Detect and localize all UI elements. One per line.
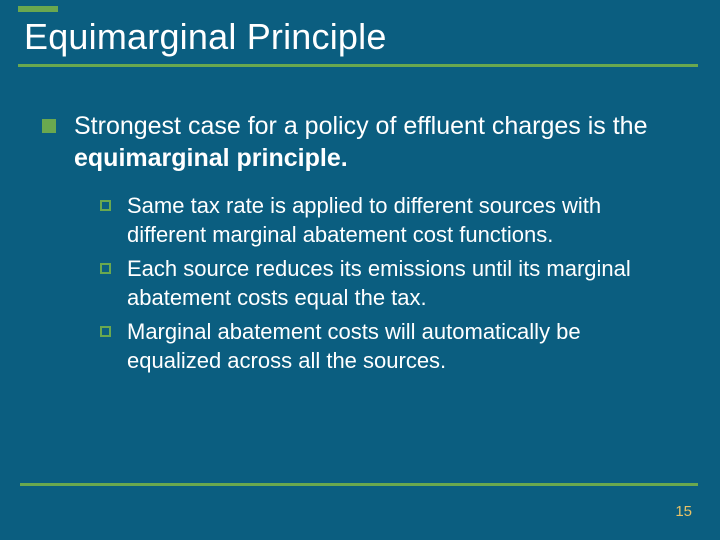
lvl1-text: Strongest case for a policy of effluent … <box>74 110 680 174</box>
square-bullet-icon <box>42 119 56 133</box>
page-number: 15 <box>675 503 692 520</box>
lvl1-bold: equimarginal principle. <box>74 144 348 172</box>
sub-list: Same tax rate is applied to different so… <box>100 192 680 376</box>
hollow-square-bullet-icon <box>100 263 111 274</box>
bullet-lvl1: Strongest case for a policy of effluent … <box>42 110 680 174</box>
title-region: Equimarginal Principle <box>18 6 698 67</box>
lvl1-prefix: Strongest case for a policy of effluent … <box>74 112 647 140</box>
lvl2-text: Each source reduces its emissions until … <box>127 255 680 312</box>
slide-title: Equimarginal Principle <box>18 12 698 64</box>
bullet-lvl2: Same tax rate is applied to different so… <box>100 192 680 249</box>
slide: Equimarginal Principle Strongest case fo… <box>0 0 720 540</box>
bottom-rule <box>20 483 698 486</box>
bullet-lvl2: Each source reduces its emissions until … <box>100 255 680 312</box>
hollow-square-bullet-icon <box>100 326 111 337</box>
title-underline <box>18 64 698 67</box>
content-region: Strongest case for a policy of effluent … <box>42 110 680 382</box>
lvl2-text: Marginal abatement costs will automatica… <box>127 318 680 375</box>
hollow-square-bullet-icon <box>100 200 111 211</box>
lvl2-text: Same tax rate is applied to different so… <box>127 192 680 249</box>
bullet-lvl2: Marginal abatement costs will automatica… <box>100 318 680 375</box>
